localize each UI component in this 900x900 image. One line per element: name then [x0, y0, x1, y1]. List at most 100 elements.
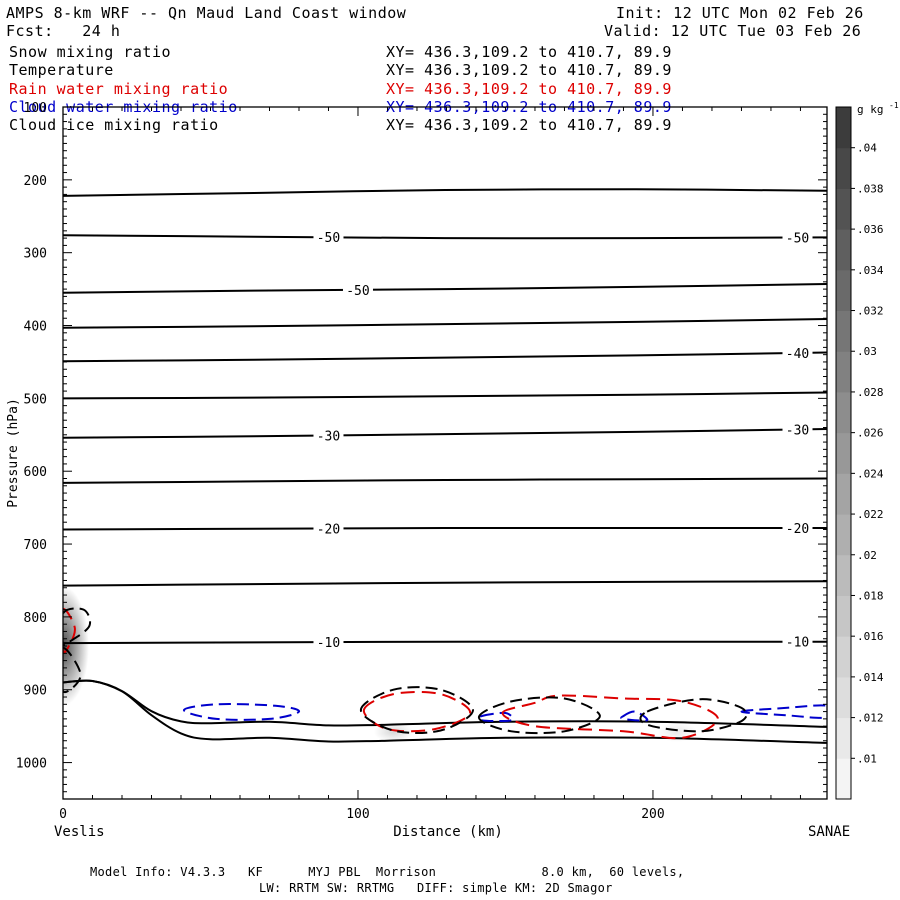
isotherm-label-bg	[782, 633, 813, 650]
colorbar-tick-label: .024	[857, 467, 884, 480]
colorbar-bin	[836, 758, 851, 800]
rain-water-contour	[501, 694, 719, 740]
isotherm-label: -30	[317, 429, 340, 444]
cloud-ice-contour	[359, 686, 475, 735]
isotherm-line	[63, 318, 827, 329]
forecast-hour: Fcst: 24 h	[6, 22, 121, 40]
legend-temperature-xy: XY= 436.3,109.2 to 410.7, 89.9	[386, 61, 672, 79]
isotherm-label-bg	[313, 229, 344, 246]
colorbar-bin	[836, 310, 851, 352]
colorbar-bin	[836, 717, 851, 759]
colorbar-tick-label: .03	[857, 345, 877, 358]
colorbar-tick-label: .01	[857, 752, 877, 765]
x-tick-label: 200	[641, 807, 664, 822]
colorbar-tick-label: .014	[857, 671, 884, 684]
terrain-layer	[63, 679, 827, 744]
isotherm-label-bg	[342, 281, 373, 298]
model-info-line2: LW: RRTM SW: RRTMG DIFF: simple KM: 2D S…	[259, 881, 613, 895]
colorbar-tick-label: .026	[857, 427, 884, 440]
isotherm-line	[63, 640, 827, 645]
y-tick-label: 300	[24, 247, 47, 262]
isotherm-line	[63, 580, 827, 587]
right-endpoint-label: SANAE	[808, 824, 850, 840]
isotherm-label: -10	[786, 636, 809, 651]
isotherm-label-bg	[313, 520, 344, 537]
mixing-ratio-contours	[63, 607, 827, 740]
x-tick-label: 100	[346, 807, 369, 822]
colorbar-tick-label: .02	[857, 549, 877, 562]
isotherm-line	[63, 391, 827, 400]
y-tick-label: 1000	[16, 757, 47, 772]
colorbar-bin	[836, 188, 851, 230]
colorbar-bin	[836, 269, 851, 312]
isotherm-line	[63, 526, 827, 531]
surface-line	[63, 679, 827, 728]
colorbar-bin	[836, 676, 851, 719]
left-endpoint-label: Veslis	[54, 824, 105, 840]
colorbar-bin	[836, 147, 851, 189]
rain-water-contour	[362, 690, 472, 733]
plot-frame	[62, 106, 828, 800]
isotherm-label-bg	[782, 229, 813, 246]
colorbar-frame	[835, 106, 852, 800]
colorbar-bin	[836, 473, 851, 515]
y-axis-label: Pressure (hPa)	[6, 398, 21, 508]
isotherm-line	[63, 477, 827, 484]
legend-cloudice-xy: XY= 436.3,109.2 to 410.7, 89.9	[386, 116, 672, 134]
isotherm-label: -20	[786, 522, 809, 537]
colorbar-unit: g kg	[857, 103, 884, 116]
isotherm-line	[63, 188, 827, 197]
colorbar-tick-label: .032	[857, 305, 884, 318]
colorbar-unit-exponent: -1	[889, 101, 899, 110]
legend-snow-label: Snow mixing ratio	[9, 43, 172, 61]
colorbar-tick-label: .036	[857, 223, 884, 236]
legend-temperature-label: Temperature	[9, 61, 114, 79]
y-tick-label: 800	[24, 611, 47, 626]
colorbar-tick-label: .034	[857, 264, 884, 277]
y-tick-label: 600	[24, 465, 47, 480]
x-tick-label: 0	[59, 807, 67, 822]
cloud-water-contour	[182, 703, 300, 721]
colorbar-tick-label: .022	[857, 508, 884, 521]
isotherm-line	[63, 428, 827, 439]
cloud-ice-contour	[477, 696, 601, 735]
chart-title: AMPS 8-km WRF -- Qn Maud Land Coast wind…	[6, 4, 407, 22]
colorbar-bin	[836, 595, 851, 637]
y-tick-label: 900	[24, 684, 47, 699]
model-info-line1: Model Info: V4.3.3 KF MYJ PBL Morrison 8…	[90, 865, 685, 879]
isotherm-label: -20	[317, 522, 340, 537]
isotherm-line	[63, 234, 827, 240]
y-tick-label: 400	[24, 320, 47, 335]
legend-rain-label: Rain water mixing ratio	[9, 80, 229, 98]
colorbar-bin	[836, 636, 851, 678]
colorbar-tick-label: .04	[857, 142, 877, 155]
y-tick-label: 100	[24, 101, 47, 116]
colorbar-tick-label: .028	[857, 386, 884, 399]
cloud-ice-contour	[63, 607, 92, 646]
y-tick-label: 500	[24, 392, 47, 407]
x-axis-label: Distance (km)	[393, 824, 503, 840]
legend-rain-xy: XY= 436.3,109.2 to 410.7, 89.9	[386, 80, 672, 98]
isotherm-label-bg	[782, 520, 813, 537]
isotherm-label: -10	[317, 636, 340, 651]
cloud-water-contour	[477, 711, 514, 723]
cloud-water-contour	[620, 710, 649, 722]
y-tick-label: 700	[24, 538, 47, 553]
isotherm-label-bg	[782, 421, 813, 438]
colorbar-bin	[836, 351, 851, 393]
isotherm-label: -30	[786, 423, 809, 438]
cloud-water-contour	[740, 704, 827, 719]
isotherm-layer: -50 -50 -50 -40 -30 -30 -20 -20 -10 -10	[63, 188, 827, 651]
init-time: Init: 12 UTC Mon 02 Feb 26	[616, 4, 864, 22]
isotherm-line	[63, 351, 827, 363]
rain-water-contour	[63, 608, 76, 654]
colorbar-bin	[836, 432, 851, 474]
colorbar-bin	[836, 514, 851, 556]
isotherm-label: -40	[786, 347, 809, 362]
colorbar-bin	[836, 107, 851, 149]
isotherm-label-bg	[313, 634, 344, 651]
colorbar-tick-label: .038	[857, 182, 884, 195]
isotherm-label: -50	[317, 231, 340, 246]
colorbar-tick-label: .018	[857, 589, 884, 602]
